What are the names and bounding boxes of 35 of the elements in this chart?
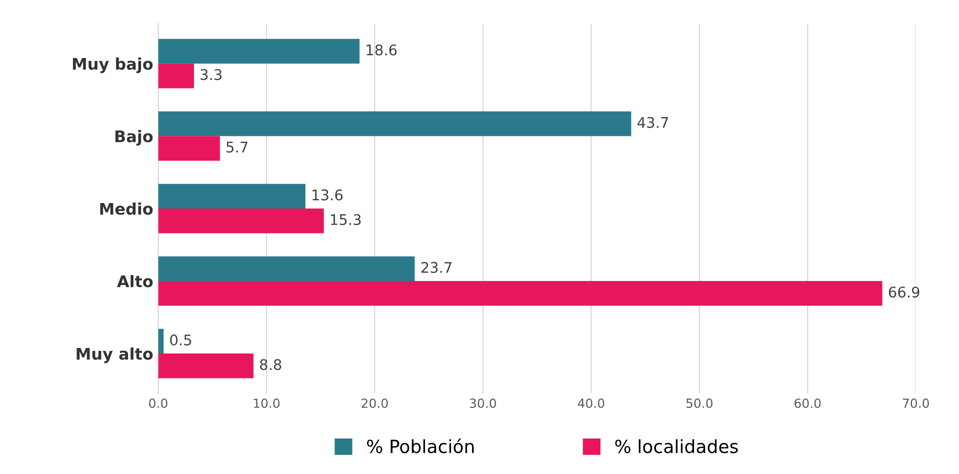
y-tick-label: Muy bajo xyxy=(72,58,153,74)
bar xyxy=(158,354,254,378)
data-label: 0.5 xyxy=(170,334,192,346)
x-tick-label: 10.0 xyxy=(254,398,280,408)
x-tick-label: 30.0 xyxy=(470,398,496,408)
data-label: 8.8 xyxy=(260,359,282,370)
bar xyxy=(158,111,632,136)
x-tick-label: 50.0 xyxy=(686,398,712,408)
bar xyxy=(158,64,194,88)
data-label: 23.7 xyxy=(421,262,452,273)
legend-label: % localidades xyxy=(615,439,738,454)
legend-label: % Población xyxy=(367,438,474,454)
data-label: 3.3 xyxy=(200,69,222,80)
x-tick-label: 20.0 xyxy=(362,398,388,408)
x-tick-label: 0.0 xyxy=(149,398,168,408)
y-tick-label: Bajo xyxy=(115,130,153,146)
data-label: 15.3 xyxy=(330,214,361,226)
bar xyxy=(158,281,882,306)
data-label: 18.6 xyxy=(366,44,397,56)
x-tick-label: 40.0 xyxy=(578,398,604,408)
bar xyxy=(158,38,360,64)
bar xyxy=(158,208,324,234)
data-label: 13.6 xyxy=(312,189,343,200)
y-tick-label: Muy alto xyxy=(76,347,153,364)
x-tick-label: 60.0 xyxy=(794,398,821,408)
y-tick-label: Medio xyxy=(100,202,153,215)
bar xyxy=(158,256,415,282)
data-label: 43.7 xyxy=(637,116,668,128)
y-tick-label: Alto xyxy=(117,274,153,288)
bar xyxy=(158,136,220,161)
data-label: 5.7 xyxy=(226,142,248,153)
bar xyxy=(158,328,164,354)
bar xyxy=(158,184,306,209)
data-label: 66.9 xyxy=(888,286,920,298)
x-tick-label: 70.0 xyxy=(902,398,929,408)
